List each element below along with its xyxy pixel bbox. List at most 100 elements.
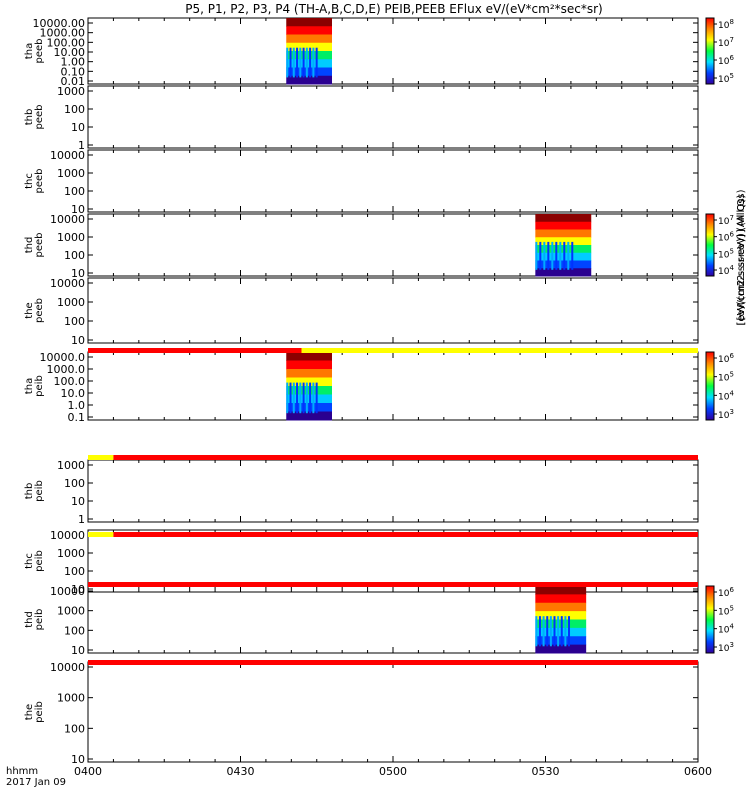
spectrogram-streak: [286, 382, 289, 414]
panel-axis-label: thc peeb: [24, 169, 45, 194]
product-label: peeb: [34, 169, 45, 194]
probe-label: thb: [24, 109, 35, 126]
product-label: peib: [34, 701, 45, 723]
y-tick-label: 1: [78, 139, 85, 152]
spectrogram-streak: [309, 382, 312, 414]
y-tick-label: 10: [71, 495, 85, 508]
flag-segment: [113, 532, 698, 537]
quality-flag-bar: [88, 348, 698, 353]
figure-title: P5, P1, P2, P3, P4 (TH-A,B,C,D,E) PEIB,P…: [185, 2, 602, 16]
y-tick-label: 100: [64, 624, 85, 637]
spectrogram-streak: [564, 616, 567, 647]
panel-the-peeb: 10000 1000 100 10 the peeb: [24, 277, 699, 347]
spectrogram-cell: [535, 221, 592, 230]
y-tick-label: 10000: [50, 585, 85, 598]
spectrogram-streak: [560, 616, 563, 647]
product-label: peeb: [34, 233, 45, 258]
flag-segment: [88, 348, 302, 353]
colorbar-tick-label: 108: [718, 18, 734, 31]
spectrogram-block-thd-peib: [535, 586, 587, 654]
y-tick-label: 10: [71, 203, 85, 216]
probe-label: thd: [24, 611, 35, 628]
panel-frame: [87, 277, 699, 344]
y-tick-label: 1000: [57, 605, 85, 618]
spectrogram-cell: [286, 42, 332, 52]
y-tick-label: 1000: [57, 85, 85, 98]
panel-axis-label: thd peib: [24, 609, 45, 631]
panel-thd-peib: 10000 1000 100 10 thd peib 106 105 104 103: [24, 585, 734, 657]
panel-axis-label: thb peeb: [24, 105, 45, 130]
spectrogram-streak: [538, 616, 541, 647]
panel-axis-label: tha peeb: [24, 39, 45, 64]
y-tick-label: 100: [64, 565, 85, 578]
spectrogram-streak: [292, 47, 295, 78]
spectrogram-cell: [286, 18, 332, 27]
spectrogram-streak: [571, 241, 574, 270]
spectrogram-streak: [567, 241, 570, 270]
colorbar-tick-label: 105: [718, 247, 734, 260]
flag-segment: [88, 582, 698, 587]
colorbar: [705, 213, 715, 277]
y-tick-label: 0.1: [68, 411, 86, 424]
spectrogram-cell: [535, 237, 592, 246]
product-label: peib: [34, 609, 45, 631]
flag-segment: [88, 532, 114, 537]
product-label: peib: [34, 375, 45, 397]
colorbar-tick-label: 107: [718, 214, 734, 227]
panel-frame: [87, 351, 699, 421]
quality-flag-bar: [88, 532, 698, 537]
spectrogram-cell: [535, 245, 592, 254]
y-tick-label: 0.01: [61, 75, 86, 88]
panel-thd-peeb: 10000 1000 100 10 thd peeb 107 106 105 104: [24, 213, 734, 280]
y-tick-label: 10.00: [54, 46, 86, 59]
spectrogram-streak: [312, 382, 315, 414]
colorbar-tick-label: 103: [718, 408, 734, 421]
x-axis-label-line1: hhmm: [6, 766, 38, 777]
product-label: peeb: [34, 39, 45, 64]
panel-frame: [87, 585, 699, 654]
colorbar-tick-label: 105: [718, 371, 734, 384]
spectrogram-streak: [289, 382, 292, 414]
spectrogram-streak: [549, 616, 552, 647]
spectrogram-streak: [305, 382, 308, 414]
spectrogram-streak: [305, 47, 308, 78]
spectrogram-cell: [535, 268, 592, 277]
probe-label: the: [24, 704, 35, 720]
y-tick-label: 10: [71, 121, 85, 134]
panel-axis-label: thb peib: [24, 480, 45, 502]
colorbar-tick-label: 106: [718, 231, 734, 244]
spectrogram-cell: [286, 34, 332, 44]
spectrogram-cell: [286, 369, 332, 378]
spectrogram-streak: [546, 616, 549, 647]
spectrogram-streak: [542, 616, 545, 647]
spectrogram-cell: [286, 360, 332, 370]
spectrogram-cell: [286, 75, 332, 85]
y-tick-label: 10: [71, 334, 85, 347]
spectrogram-streak: [547, 241, 550, 270]
y-tick-label: 100: [64, 103, 85, 116]
spectrogram-block-thd-peeb: [535, 214, 592, 277]
y-tick-label: 1000: [57, 231, 85, 244]
quality-flag-bar: [88, 455, 698, 460]
y-tick-label: 10.0: [61, 387, 86, 400]
panel-frame: [87, 149, 699, 213]
flag-segment: [88, 455, 114, 460]
spectrogram-streak: [563, 241, 566, 270]
probe-label: thc: [24, 553, 35, 569]
panel-thc-peeb: 10000 1000 100 10 thc peeb: [24, 149, 699, 216]
spectrogram-streak: [296, 382, 299, 414]
spectrogram-streak: [286, 47, 289, 78]
flag-segment: [88, 660, 698, 665]
y-tick-label: 1000: [57, 547, 85, 560]
y-tick-label: 1: [78, 513, 85, 526]
y-tick-label: 100: [64, 477, 85, 490]
y-tick-label: 1000.0: [47, 363, 86, 376]
y-tick-label: 10000: [50, 661, 85, 674]
y-tick-label: 100: [64, 249, 85, 262]
y-tick-label: 1000: [57, 459, 85, 472]
probe-label: tha: [24, 378, 35, 394]
spectrogram-streak: [539, 241, 542, 270]
panel-frame: [87, 85, 699, 149]
spectrogram-streak: [302, 382, 305, 414]
